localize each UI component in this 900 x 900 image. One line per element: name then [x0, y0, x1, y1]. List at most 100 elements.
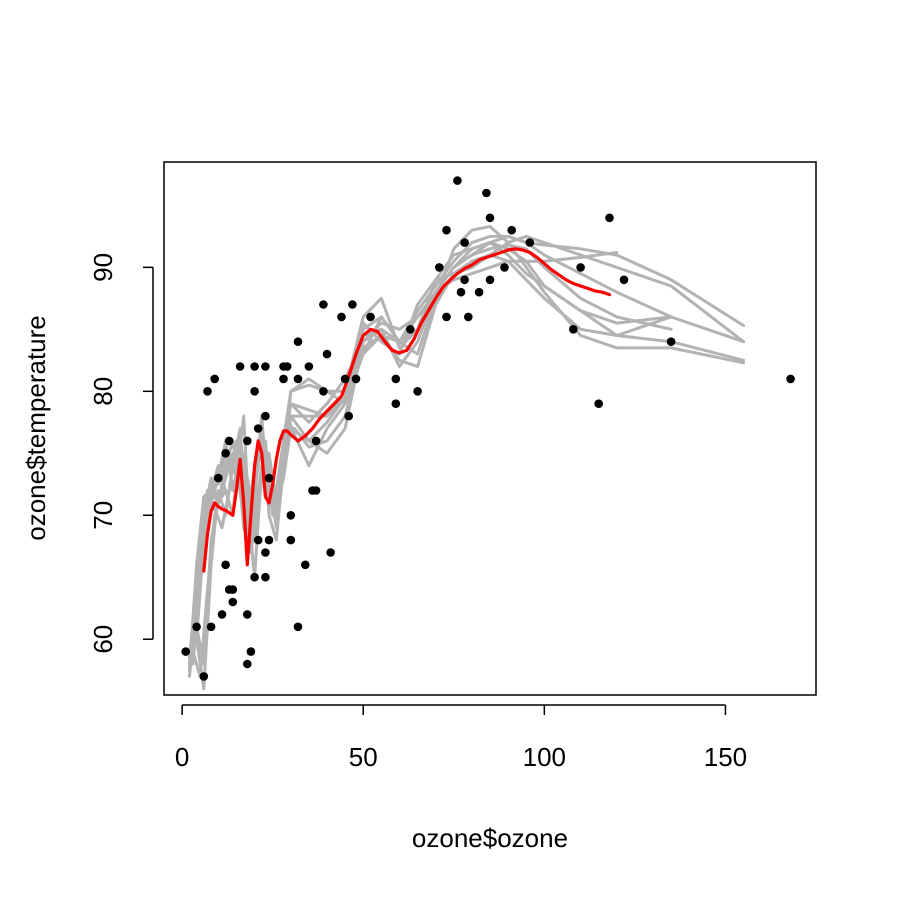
y-tick-label: 70: [88, 501, 118, 530]
data-point-33: [282, 362, 292, 371]
bootstrap-curve-3: [187, 234, 746, 666]
data-point-8: [217, 610, 227, 619]
data-point-19: [246, 647, 256, 656]
data-point-47: [326, 548, 335, 557]
y-tick-label: 60: [88, 625, 118, 654]
data-point-49: [340, 374, 350, 384]
x-axis: 0 50 100 150: [175, 704, 747, 772]
data-point-51: [348, 300, 357, 309]
data-point-59: [442, 225, 451, 235]
data-point-14: [228, 597, 238, 607]
x-tick-label: 50: [349, 742, 378, 772]
data-point-78: [666, 337, 676, 347]
data-point-30: [264, 535, 274, 545]
bootstrap-curve-7: [191, 251, 619, 666]
data-point-24: [253, 535, 263, 545]
data-point-21: [250, 387, 259, 396]
bootstrap-curve-8: [187, 234, 746, 666]
data-point-15: [235, 362, 245, 371]
data-point-77: [619, 275, 629, 285]
data-point-70: [500, 263, 509, 272]
data-point-39: [301, 560, 310, 570]
data-point-37: [293, 374, 303, 384]
bootstrap-curve-1: [187, 234, 746, 672]
data-point-32: [279, 374, 288, 384]
y-axis-label: ozone$temperature: [21, 315, 51, 540]
bootstrap-curves: [187, 225, 746, 691]
data-point-46: [322, 349, 332, 359]
data-point-67: [482, 188, 491, 198]
plot-frame: [163, 161, 817, 696]
data-point-55: [391, 399, 401, 409]
data-point-23: [253, 424, 263, 433]
data-point-48: [337, 312, 346, 322]
data-point-57: [413, 387, 422, 396]
data-point-73: [569, 325, 578, 334]
bootstrap-curve-2: [187, 241, 746, 660]
data-point-65: [464, 312, 473, 322]
data-point-36: [293, 337, 303, 347]
data-point-40: [304, 362, 314, 371]
data-point-44: [319, 300, 328, 309]
x-tick-label: 0: [175, 742, 189, 772]
data-point-68: [485, 213, 495, 223]
fit-curve-layer: [202, 247, 612, 573]
data-point-18: [243, 659, 252, 669]
data-point-20: [250, 362, 259, 371]
data-point-35: [286, 535, 296, 545]
data-point-13: [228, 585, 238, 594]
data-point-52: [351, 374, 361, 384]
data-point-17: [243, 610, 252, 619]
data-points: [181, 176, 795, 681]
data-point-4: [203, 387, 212, 396]
data-point-42: [311, 486, 321, 495]
x-tick-label: 150: [704, 742, 747, 772]
y-axis: 60 70 80 90: [88, 253, 154, 654]
data-point-76: [605, 213, 614, 223]
data-point-56: [406, 325, 415, 334]
data-point-75: [594, 399, 603, 409]
y-tick-label: 90: [88, 253, 118, 282]
data-point-6: [210, 374, 219, 384]
data-point-62: [456, 287, 466, 297]
data-point-7: [214, 473, 223, 483]
data-point-22: [250, 572, 259, 582]
data-point-54: [391, 374, 401, 384]
data-point-43: [311, 436, 321, 446]
data-point-45: [319, 387, 328, 396]
data-point-61: [453, 176, 462, 185]
data-point-60: [442, 312, 451, 322]
data-point-10: [221, 449, 230, 458]
data-point-50: [344, 411, 354, 421]
data-point-16: [243, 436, 252, 446]
data-point-26: [261, 411, 270, 421]
data-point-63: [460, 238, 469, 247]
fit-curve: [202, 247, 612, 573]
bootstrap-curve-6: [187, 225, 746, 678]
data-point-38: [293, 622, 303, 632]
data-point-27: [261, 548, 270, 557]
data-point-69: [485, 275, 495, 285]
data-point-25: [261, 362, 270, 371]
data-point-53: [366, 312, 375, 322]
data-point-66: [474, 287, 484, 297]
x-axis-label: ozone$ozone: [412, 823, 568, 853]
data-point-74: [576, 263, 585, 272]
data-point-79: [786, 374, 795, 384]
y-tick-label: 80: [88, 377, 118, 406]
data-point-71: [507, 225, 516, 235]
data-point-58: [435, 263, 444, 272]
x-tick-label: 100: [523, 742, 566, 772]
data-point-3: [199, 672, 209, 681]
data-point-5: [206, 622, 216, 632]
data-point-11: [224, 436, 234, 446]
data-point-1: [181, 647, 190, 656]
data-point-29: [264, 473, 274, 483]
data-point-72: [525, 238, 535, 247]
data-point-34: [286, 511, 296, 520]
data-point-9: [221, 560, 230, 570]
data-point-2: [192, 622, 201, 632]
data-point-64: [460, 275, 469, 285]
data-point-28: [261, 572, 270, 582]
